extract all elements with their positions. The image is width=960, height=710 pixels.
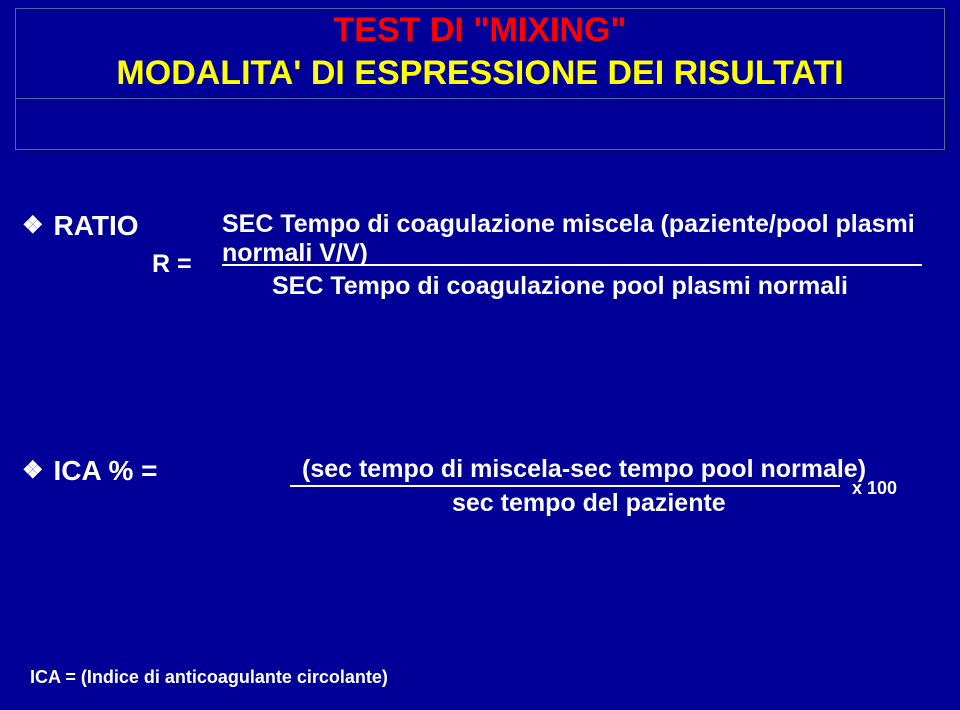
bullet-icon: ❖ bbox=[22, 459, 44, 483]
ratio-fraction-line bbox=[222, 264, 922, 266]
ratio-numerator: SEC Tempo di coagulazione miscela (pazie… bbox=[222, 210, 930, 268]
title-line2: MODALITA' DI ESPRESSIONE DEI RISULTATI bbox=[26, 52, 934, 95]
ica-denominator: sec tempo del paziente bbox=[452, 489, 726, 518]
ratio-denominator: SEC Tempo di coagulazione pool plasmi no… bbox=[272, 272, 848, 301]
footnote: ICA = (Indice di anticoagulante circolan… bbox=[30, 667, 388, 688]
ratio-r-equals: R = bbox=[152, 250, 192, 279]
bullet-icon: ❖ bbox=[22, 214, 44, 238]
ica-label: ❖ ICA % = bbox=[22, 455, 158, 487]
ica-numerator: (sec tempo di miscela-sec tempo pool nor… bbox=[302, 455, 866, 484]
ratio-label-text: RATIO bbox=[54, 210, 139, 242]
ratio-block: ❖ RATIO SEC Tempo di coagulazione miscel… bbox=[22, 210, 930, 242]
empty-placeholder-box bbox=[15, 98, 945, 150]
ica-label-text: ICA % = bbox=[54, 455, 158, 487]
title-box: TEST DI "MIXING" MODALITA' DI ESPRESSION… bbox=[15, 8, 945, 99]
ica-multiplier: x 100 bbox=[852, 478, 897, 499]
ica-fraction-line bbox=[290, 485, 840, 487]
title-line1: TEST DI "MIXING" bbox=[26, 9, 934, 52]
